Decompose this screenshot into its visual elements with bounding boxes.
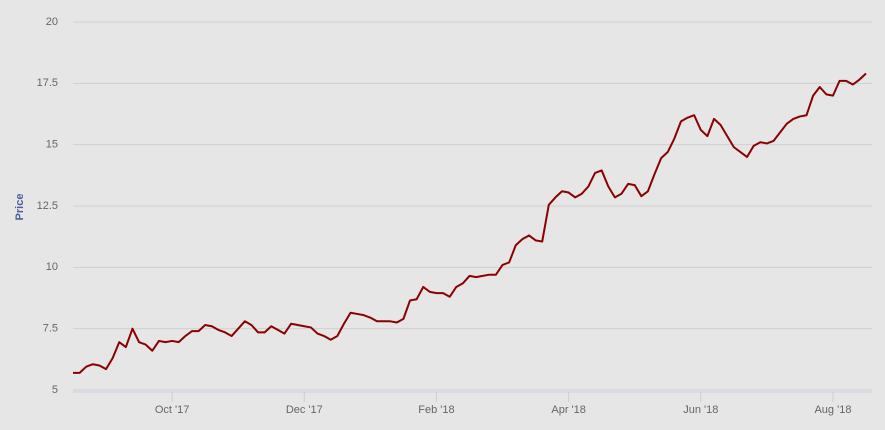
x-tick-label: Apr '18 [551,404,586,416]
y-axis-title: Price [14,194,26,221]
y-tick-label: 12.5 [37,200,58,212]
y-tick-label: 15 [46,139,58,151]
y-tick-label: 17.5 [37,77,58,89]
x-tick-label: Dec '17 [286,404,323,416]
y-tick-label: 10 [46,261,58,273]
price-line [73,72,867,374]
y-tick-label: 20 [46,16,58,28]
x-tick-label: Oct '17 [155,404,190,416]
y-tick-label: 5 [52,384,58,396]
y-tick-label: 7.5 [43,323,58,335]
x-tick-label: Jun '18 [683,404,718,416]
x-tick-label: Aug '18 [814,404,851,416]
x-tick-label: Feb '18 [418,404,454,416]
